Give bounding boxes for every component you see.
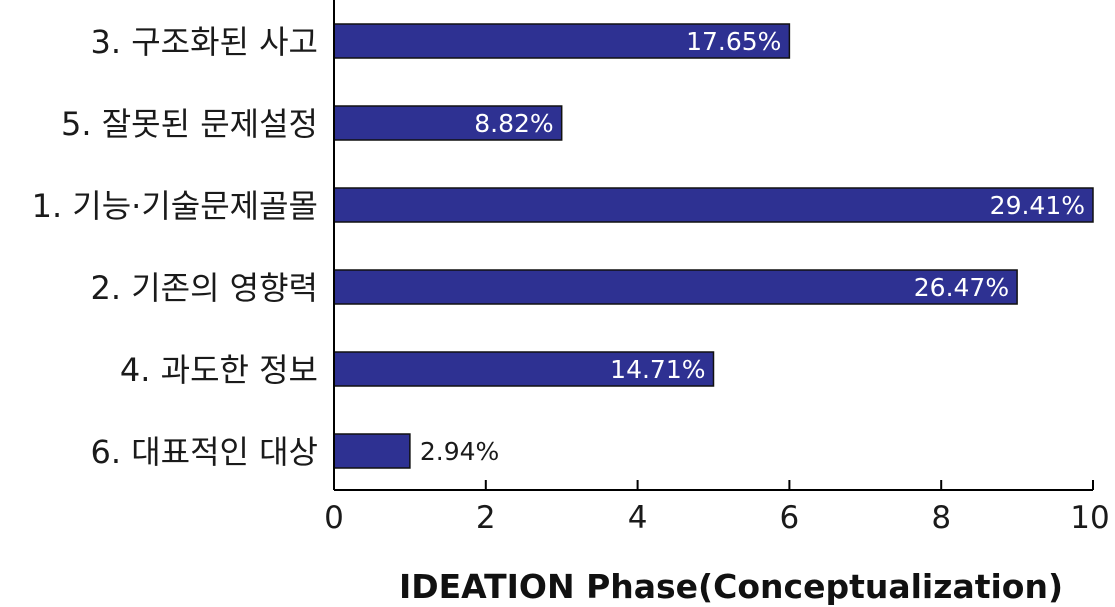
bars-layer [333, 23, 1094, 469]
category-label: 1. 기능·기술문제골몰 [32, 187, 318, 225]
category-label: 5. 잘못된 문제설정 [61, 105, 318, 143]
data-label: 14.71% [610, 355, 705, 384]
bar [333, 187, 1094, 223]
bar [333, 23, 791, 59]
x-axis-title: IDEATION Phase(Conceptualization) [399, 567, 1063, 606]
data-label: 8.82% [474, 109, 553, 138]
category-label: 3. 구조화된 사고 [90, 23, 318, 61]
x-tick-label: 10 [1070, 500, 1109, 536]
category-labels: 3. 구조화된 사고 5. 잘못된 문제설정 1. 기능·기술문제골몰 2. 기존의 … [32, 23, 318, 471]
bar [333, 351, 715, 387]
bar [333, 433, 411, 469]
x-tick-label: 2 [476, 500, 496, 536]
bar [333, 269, 1018, 305]
data-labels: 17.65% 8.82% 29.41% 26.47% 14.71% 2.94% [420, 27, 1085, 466]
category-label: 6. 대표적인 대상 [90, 433, 318, 471]
data-label: 17.65% [686, 27, 781, 56]
x-axis-ticks: 0 2 4 6 8 10 [324, 480, 1110, 536]
x-tick-label: 0 [324, 500, 344, 536]
data-label: 29.41% [990, 191, 1085, 220]
category-label: 2. 기존의 영향력 [90, 269, 318, 307]
category-label: 4. 과도한 정보 [120, 351, 318, 389]
x-tick-label: 6 [780, 500, 800, 536]
x-tick-label: 8 [931, 500, 951, 536]
data-label: 26.47% [914, 273, 1009, 302]
bar [333, 105, 563, 141]
x-tick-label: 4 [628, 500, 648, 536]
data-label: 2.94% [420, 437, 499, 466]
